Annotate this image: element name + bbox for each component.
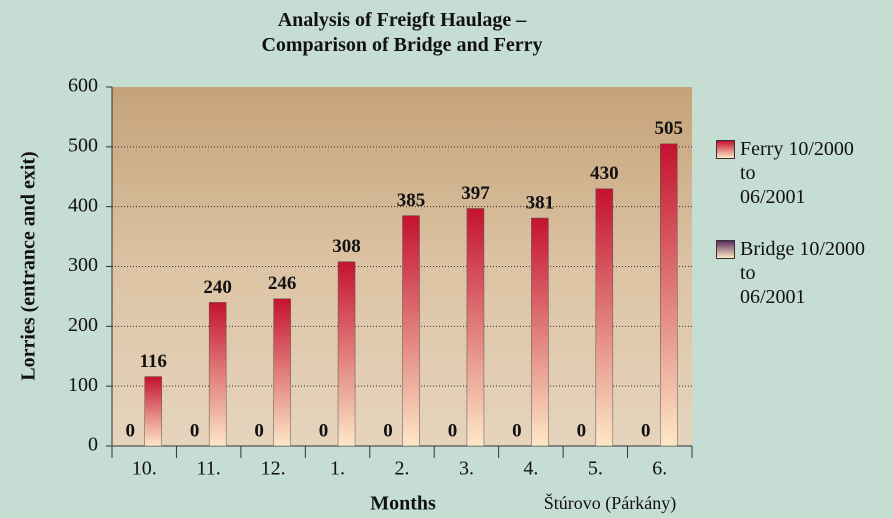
bar: [595, 188, 614, 447]
x-tick-label: 6.: [652, 458, 667, 480]
data-label: 0: [254, 420, 264, 441]
data-label: 397: [461, 183, 490, 204]
data-label: 0: [577, 420, 587, 441]
x-tick-label: 3.: [459, 458, 474, 480]
chart-title: Analysis of Freigft Haulage – Comparison…: [261, 9, 543, 56]
data-label: 381: [526, 192, 555, 213]
data-label: 116: [139, 351, 166, 372]
x-tick-label: 4.: [523, 458, 538, 480]
data-label: 246: [268, 273, 297, 294]
y-tick-label: 500: [68, 134, 98, 156]
data-label: 505: [655, 118, 684, 139]
data-label: 0: [512, 420, 522, 441]
annotation: Štúrovo (Párkány): [544, 492, 676, 514]
bar: [208, 302, 227, 447]
data-label: 0: [448, 420, 458, 441]
bar: [531, 217, 549, 447]
y-tick-label: 300: [68, 254, 98, 276]
bar: [660, 143, 678, 447]
legend-label: Bridge 10/2000 to 06/2001: [740, 238, 865, 308]
data-label: 385: [397, 190, 426, 211]
data-label: 0: [319, 420, 329, 441]
legend-label: Ferry 10/2000 to 06/2001: [740, 138, 854, 208]
bar: [402, 215, 420, 447]
data-label: 308: [332, 236, 361, 257]
x-tick-label: 2.: [395, 458, 410, 480]
data-label: 0: [383, 420, 393, 441]
y-tick-label: 200: [68, 314, 98, 336]
y-axis-title: Lorries (entrance and exit): [18, 151, 40, 380]
x-tick-label: 12.: [261, 458, 286, 480]
bar: [144, 376, 162, 447]
data-label: 430: [590, 163, 619, 184]
y-tick-label: 400: [68, 194, 98, 216]
bar: [273, 298, 291, 447]
data-label: 0: [125, 420, 135, 441]
x-tick-label: 1.: [330, 458, 345, 480]
x-tick-label: 10.: [132, 458, 157, 480]
y-tick-label: 0: [88, 434, 98, 456]
data-label: 0: [190, 420, 200, 441]
data-label: 240: [203, 277, 232, 298]
bar: [337, 261, 356, 447]
x-tick-label: 11.: [197, 458, 221, 480]
x-tick-label: 5.: [588, 458, 603, 480]
legend-swatch: [716, 240, 735, 259]
y-tick-label: 100: [68, 374, 98, 396]
y-tick-label: 600: [68, 75, 98, 97]
legend-swatch: [716, 140, 735, 159]
x-axis-title: Months: [370, 493, 436, 515]
data-label: 0: [641, 420, 651, 441]
bar: [466, 208, 485, 447]
